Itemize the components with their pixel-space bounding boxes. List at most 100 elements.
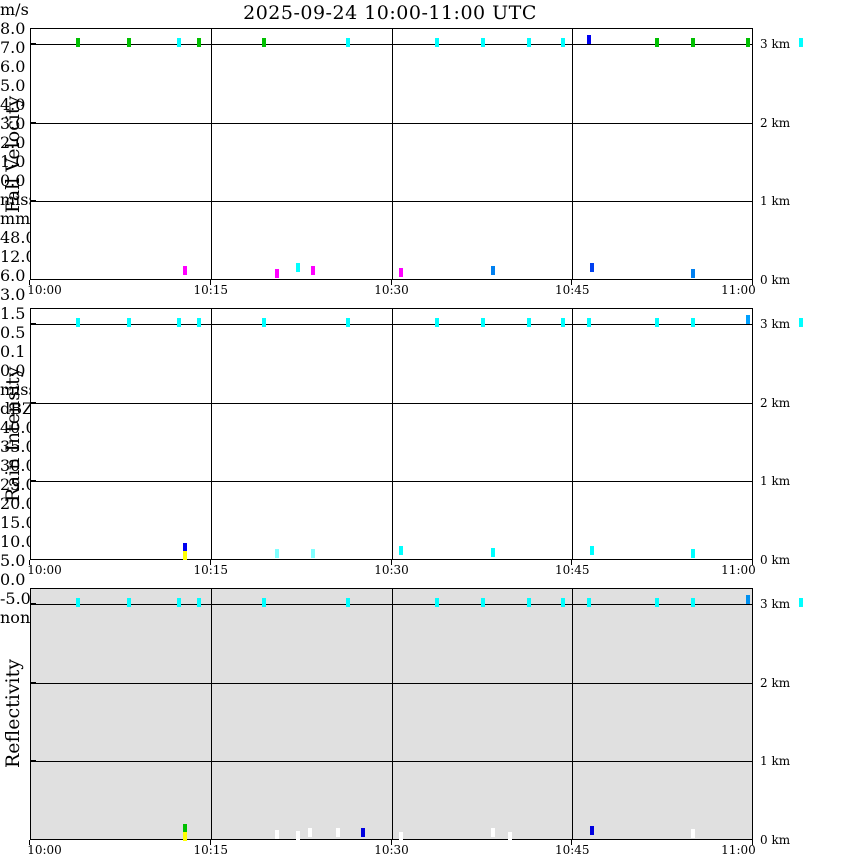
y-tick-label: 0 km (760, 833, 791, 847)
colorbar-missing-label: none (0, 608, 40, 627)
colorbar-missing-label: miss (0, 190, 37, 209)
y-tick-label: 2 km (760, 395, 791, 410)
x-tick-label: 10:15 (193, 283, 229, 297)
y-tick (30, 200, 36, 202)
data-cell (587, 35, 592, 45)
x-tick-label: 10:30 (374, 563, 409, 577)
data-cell (481, 597, 486, 607)
data-cell (690, 829, 695, 839)
colorbar-tick-label: 15.0 (0, 513, 36, 532)
data-cell (654, 597, 659, 607)
colorbar-tick-label: 30.0 (0, 456, 36, 475)
colorbar-tick-label: 2.0 (0, 133, 26, 152)
data-cell (526, 597, 531, 607)
x-tick-label: 10:00 (27, 283, 62, 297)
data-cell (399, 267, 404, 277)
data-cell (196, 317, 201, 327)
x-tick-label: 11:00 (721, 283, 756, 297)
data-cell (589, 546, 594, 556)
data-cell (746, 595, 751, 605)
x-tick (571, 560, 573, 565)
data-cell (690, 269, 695, 279)
colorbar-tick-label: 48.0 (0, 228, 36, 247)
data-cell (183, 831, 188, 841)
y-tick (30, 279, 36, 280)
colorbar-tick-label: 20.0 (0, 494, 36, 513)
data-cell (177, 37, 182, 47)
gridline-vertical (391, 309, 393, 559)
data-cell (183, 824, 188, 834)
x-tick-label: 11:00 (721, 843, 756, 857)
data-cell (311, 266, 316, 276)
colorbar-tick-label: 5.0 (0, 551, 26, 570)
data-cell (311, 549, 316, 559)
y-tick (30, 480, 36, 482)
colorbar-tick-label: 3.0 (0, 114, 26, 133)
colorbar-tick-label: 6.0 (0, 266, 26, 285)
x-tick (29, 840, 30, 845)
y-tick-label: 0 km (760, 273, 791, 287)
data-cell (399, 831, 404, 841)
y-tick-label: 3 km (760, 36, 791, 51)
data-cell (126, 597, 131, 607)
axis-label-reflectivity: Reflectivity (2, 659, 24, 769)
data-cell (799, 37, 804, 47)
x-tick-label: 11:00 (721, 563, 756, 577)
data-cell (295, 830, 300, 840)
colorbar-tick-label: 12.0 (0, 247, 36, 266)
plot-area-rain-intensity[interactable] (30, 308, 753, 560)
plot-area-fall-velocity[interactable] (30, 28, 753, 280)
plot-area-reflectivity[interactable] (30, 588, 753, 840)
x-tick (752, 280, 753, 285)
data-cell (196, 597, 201, 607)
x-tick-label: 10:00 (27, 563, 62, 577)
gridline-vertical (391, 589, 393, 839)
x-tick-label: 10:15 (193, 563, 229, 577)
x-tick (390, 280, 392, 285)
data-cell (435, 37, 440, 47)
data-cell (76, 317, 81, 327)
data-cell (275, 829, 280, 839)
x-tick-label: 10:45 (554, 283, 590, 297)
data-cell (654, 317, 659, 327)
x-tick (209, 280, 211, 285)
axis-label-fall-velocity: Fall Velocity (2, 95, 24, 213)
colorbar-tick-label: 1.0 (0, 152, 26, 171)
colorbar-tick-label: 25.0 (0, 475, 36, 494)
data-cell (690, 597, 695, 607)
colorbar-tick-label: 0.1 (0, 342, 26, 361)
data-cell (490, 547, 495, 557)
gridline-vertical (572, 589, 574, 839)
y-tick (30, 42, 36, 44)
data-cell (507, 831, 512, 841)
y-tick (30, 681, 36, 683)
data-cell (261, 317, 266, 327)
data-cell (589, 826, 594, 836)
colorbar-tick-label: 6.0 (0, 57, 26, 76)
data-cell (76, 37, 81, 47)
colorbar-tick-label: 0.0 (0, 361, 26, 380)
y-tick-label: 1 km (760, 754, 791, 769)
y-tick (30, 401, 36, 403)
data-cell (526, 37, 531, 47)
gridline-vertical (391, 29, 393, 279)
colorbar-tick-label: 1.5 (0, 304, 26, 323)
data-cell (589, 262, 594, 272)
colorbar-tick-label: 5.0 (0, 76, 26, 95)
data-cell (346, 37, 351, 47)
gridline-vertical (572, 309, 574, 559)
y-tick (30, 559, 36, 560)
data-cell (481, 317, 486, 327)
data-cell (481, 37, 486, 47)
y-tick-label: 2 km (760, 675, 791, 690)
data-cell (261, 597, 266, 607)
colorbar-tick-label: 0.0 (0, 171, 26, 190)
data-cell (183, 266, 188, 276)
x-tick (209, 840, 211, 845)
x-tick (752, 560, 753, 565)
y-tick (30, 322, 36, 324)
x-tick-label: 10:30 (374, 283, 409, 297)
data-cell (560, 317, 565, 327)
data-cell (76, 597, 81, 607)
data-cell (587, 317, 592, 327)
